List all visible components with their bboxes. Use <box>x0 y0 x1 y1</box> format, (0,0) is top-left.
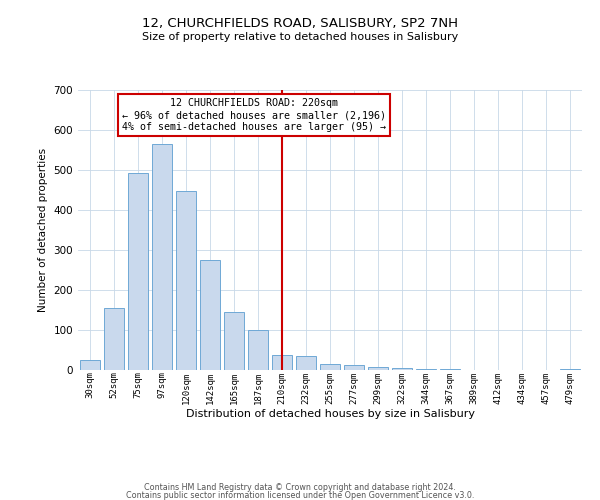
Bar <box>224 312 244 370</box>
Text: 12 CHURCHFIELDS ROAD: 220sqm
← 96% of detached houses are smaller (2,196)
4% of : 12 CHURCHFIELDS ROAD: 220sqm ← 96% of de… <box>122 98 386 132</box>
Bar <box>416 369 436 370</box>
Text: Size of property relative to detached houses in Salisbury: Size of property relative to detached ho… <box>142 32 458 42</box>
Bar <box>176 191 196 370</box>
Bar <box>152 144 172 370</box>
Bar <box>80 360 100 370</box>
Bar <box>296 356 316 370</box>
Y-axis label: Number of detached properties: Number of detached properties <box>38 148 48 312</box>
Bar <box>344 365 364 370</box>
Bar <box>200 260 220 370</box>
Bar <box>272 355 292 370</box>
X-axis label: Distribution of detached houses by size in Salisbury: Distribution of detached houses by size … <box>185 409 475 419</box>
Bar <box>440 369 460 370</box>
Bar <box>248 330 268 370</box>
Bar <box>368 367 388 370</box>
Bar <box>392 368 412 370</box>
Bar <box>560 369 580 370</box>
Text: Contains public sector information licensed under the Open Government Licence v3: Contains public sector information licen… <box>126 491 474 500</box>
Bar <box>128 173 148 370</box>
Bar <box>104 308 124 370</box>
Bar <box>320 364 340 370</box>
Text: Contains HM Land Registry data © Crown copyright and database right 2024.: Contains HM Land Registry data © Crown c… <box>144 482 456 492</box>
Text: 12, CHURCHFIELDS ROAD, SALISBURY, SP2 7NH: 12, CHURCHFIELDS ROAD, SALISBURY, SP2 7N… <box>142 18 458 30</box>
